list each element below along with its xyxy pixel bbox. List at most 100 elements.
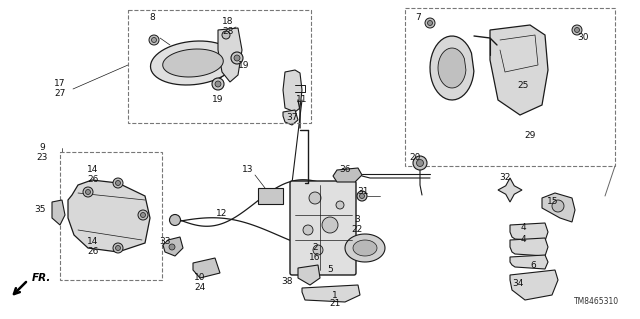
Text: 32: 32	[499, 174, 511, 182]
Circle shape	[149, 35, 159, 45]
Text: 12: 12	[216, 209, 228, 218]
Text: 24: 24	[195, 283, 205, 292]
Text: 25: 25	[517, 80, 529, 90]
Polygon shape	[510, 238, 548, 256]
Text: 10: 10	[195, 273, 205, 283]
Text: 2: 2	[312, 243, 318, 253]
Bar	[60, 152, 162, 280]
Text: 20: 20	[410, 153, 420, 162]
Text: 29: 29	[524, 130, 536, 139]
Polygon shape	[353, 240, 377, 256]
Text: 9: 9	[39, 144, 45, 152]
Circle shape	[417, 160, 424, 167]
Text: 16: 16	[309, 253, 321, 262]
Text: 33: 33	[159, 238, 171, 247]
Circle shape	[138, 210, 148, 220]
Text: 37: 37	[286, 114, 298, 122]
Polygon shape	[283, 70, 302, 112]
Text: FR.: FR.	[32, 273, 51, 283]
Circle shape	[115, 181, 120, 186]
Polygon shape	[510, 270, 558, 300]
Circle shape	[357, 191, 367, 201]
Circle shape	[152, 38, 157, 42]
Circle shape	[360, 194, 365, 198]
Polygon shape	[510, 223, 548, 241]
Circle shape	[309, 192, 321, 204]
Polygon shape	[52, 200, 65, 225]
Polygon shape	[430, 36, 474, 100]
Text: 14: 14	[87, 238, 99, 247]
Text: 3: 3	[354, 216, 360, 225]
Polygon shape	[333, 168, 362, 182]
Text: 15: 15	[547, 197, 559, 206]
Text: 4: 4	[520, 235, 526, 244]
Text: 27: 27	[54, 88, 66, 98]
Circle shape	[215, 81, 221, 87]
Bar	[258, 188, 283, 204]
Polygon shape	[68, 180, 150, 252]
Circle shape	[113, 178, 123, 188]
Bar	[128, 10, 311, 123]
Text: 8: 8	[149, 13, 155, 23]
Text: 26: 26	[87, 247, 99, 256]
Circle shape	[113, 243, 123, 253]
Circle shape	[552, 200, 564, 212]
Polygon shape	[498, 178, 522, 202]
Polygon shape	[163, 237, 183, 256]
Circle shape	[86, 189, 90, 195]
Polygon shape	[438, 48, 466, 88]
Text: 31: 31	[357, 188, 369, 197]
FancyBboxPatch shape	[290, 181, 356, 275]
Polygon shape	[218, 28, 242, 82]
Text: 21: 21	[330, 300, 340, 308]
Polygon shape	[345, 234, 385, 262]
Text: 18: 18	[222, 18, 234, 26]
Text: 35: 35	[35, 205, 45, 214]
Circle shape	[83, 187, 93, 197]
Text: 19: 19	[212, 95, 224, 105]
Text: 6: 6	[530, 261, 536, 270]
Circle shape	[115, 246, 120, 250]
Text: 7: 7	[415, 13, 421, 23]
Text: 28: 28	[222, 26, 234, 35]
Polygon shape	[163, 49, 223, 77]
Circle shape	[322, 217, 338, 233]
Text: 26: 26	[87, 174, 99, 183]
Polygon shape	[193, 258, 220, 278]
Text: 22: 22	[351, 225, 363, 234]
Text: 4: 4	[520, 224, 526, 233]
Bar	[405, 8, 615, 166]
Circle shape	[575, 27, 579, 33]
Circle shape	[169, 244, 175, 250]
Circle shape	[231, 52, 243, 64]
Circle shape	[336, 201, 344, 209]
Text: 13: 13	[243, 166, 253, 174]
Text: TM8465310: TM8465310	[575, 298, 620, 307]
Text: 38: 38	[281, 278, 292, 286]
Circle shape	[303, 225, 313, 235]
Text: 23: 23	[36, 152, 48, 161]
Circle shape	[141, 212, 145, 218]
Text: 1: 1	[332, 291, 338, 300]
Polygon shape	[298, 265, 320, 285]
Polygon shape	[490, 25, 548, 115]
Polygon shape	[510, 255, 548, 269]
Circle shape	[428, 20, 433, 26]
Text: 11: 11	[296, 95, 308, 105]
Circle shape	[425, 18, 435, 28]
Polygon shape	[150, 41, 236, 85]
Circle shape	[170, 214, 180, 226]
Circle shape	[222, 31, 230, 39]
Circle shape	[313, 245, 323, 255]
Circle shape	[413, 156, 427, 170]
Text: 5: 5	[327, 265, 333, 275]
Polygon shape	[283, 110, 298, 125]
Circle shape	[234, 55, 240, 61]
Circle shape	[572, 25, 582, 35]
Text: 19: 19	[238, 61, 250, 70]
Circle shape	[212, 78, 224, 90]
Text: 34: 34	[512, 278, 524, 287]
Polygon shape	[542, 193, 575, 222]
Polygon shape	[302, 285, 360, 302]
Text: 36: 36	[339, 166, 351, 174]
